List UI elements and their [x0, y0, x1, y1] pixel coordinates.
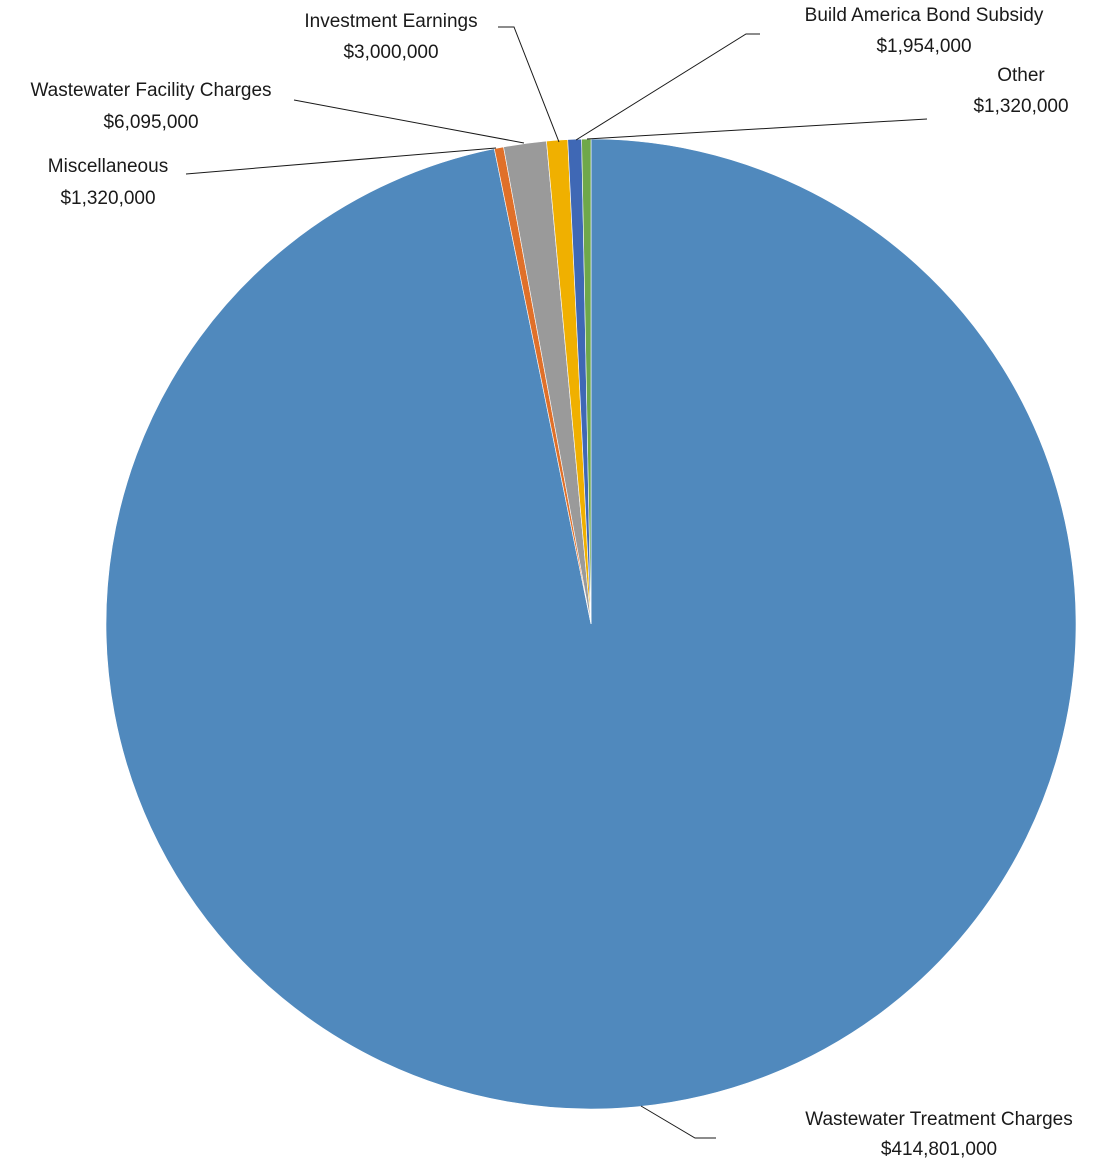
- leader-line-facility: [293, 99, 525, 144]
- leader-line-other: [586, 118, 928, 140]
- slice-value-investment: $3,000,000: [343, 42, 438, 63]
- slice-value-other: $1,320,000: [973, 96, 1068, 117]
- leader-line-bond: [575, 33, 760, 141]
- slice-value-miscellaneous: $1,320,000: [60, 188, 155, 209]
- pie-slices: [105, 138, 1077, 1110]
- slice-label-facility: Wastewater Facility Charges: [30, 80, 271, 101]
- slice-label-investment: Investment Earnings: [304, 11, 477, 32]
- leader-line-investment: [498, 26, 560, 143]
- slice-label-bond: Build America Bond Subsidy: [805, 5, 1044, 26]
- slice-value-treatment: $414,801,000: [881, 1139, 997, 1160]
- slice-label-miscellaneous: Miscellaneous: [48, 156, 168, 177]
- slice-value-bond: $1,954,000: [876, 36, 971, 57]
- slice-value-facility: $6,095,000: [103, 112, 198, 133]
- slice-label-other: Other: [997, 65, 1045, 86]
- leader-line-treatment: [640, 1105, 716, 1139]
- slice-label-treatment: Wastewater Treatment Charges: [805, 1109, 1073, 1130]
- leader-line-miscellaneous: [185, 147, 497, 175]
